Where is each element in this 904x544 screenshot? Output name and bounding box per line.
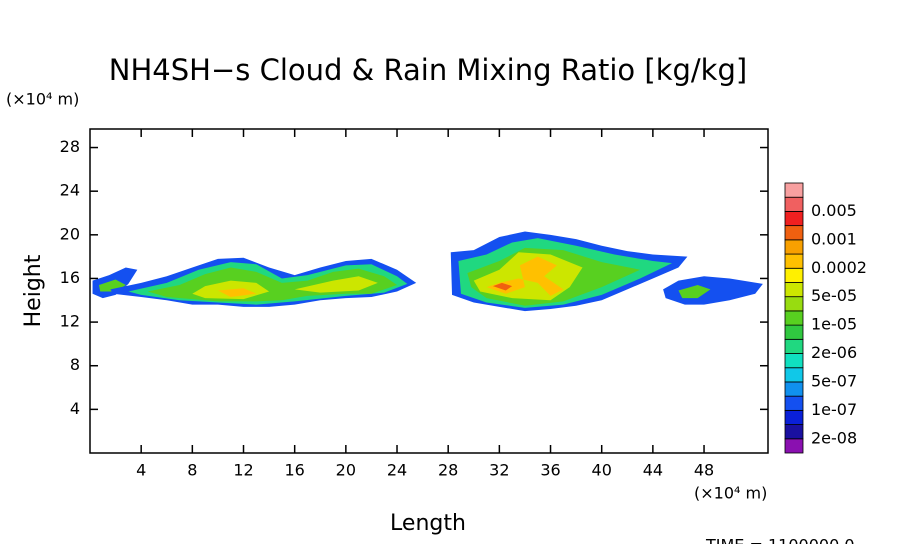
y-tick-label: 16 — [60, 268, 80, 287]
colorbar-box — [784, 182, 804, 198]
footer: TIME = 1100000.0 — [705, 536, 855, 544]
contour-region — [663, 276, 763, 305]
plot-frame — [89, 128, 769, 454]
colorbar-label: 0.001 — [811, 229, 857, 248]
colorbar-label: 5e-07 — [811, 371, 857, 390]
x-tick-label: 16 — [284, 461, 304, 480]
colorbar-label: 2e-06 — [811, 343, 857, 362]
colorbar-box — [784, 338, 804, 354]
x-tick-label: 8 — [187, 461, 197, 480]
y-tick-label: 4 — [70, 399, 80, 418]
colorbar-box — [784, 267, 804, 283]
contour-region — [492, 282, 513, 291]
x-tick-label: 44 — [643, 461, 663, 480]
colorbar-box — [784, 353, 804, 369]
colorbar-label: 2e-08 — [811, 428, 857, 447]
colorbar-box — [784, 310, 804, 326]
colorbar-box — [784, 282, 804, 298]
x-tick-label: 36 — [540, 461, 560, 480]
y-axis-label: Height — [21, 254, 46, 327]
x-axis-label: Length — [390, 511, 466, 536]
colorbar-label: 0.0002 — [811, 258, 867, 277]
x-tick-label: 12 — [233, 461, 253, 480]
chart-title: NH4SH−s Cloud & Rain Mixing Ratio [kg/kg… — [109, 53, 747, 87]
x-tick-label: 28 — [438, 461, 458, 480]
colorbar-box — [784, 438, 804, 454]
colorbar-box — [784, 225, 804, 241]
x-tick-label: 20 — [336, 461, 356, 480]
colorbar-box — [784, 253, 804, 269]
colorbar-label: 1e-07 — [811, 400, 857, 419]
colorbar-label: 0.005 — [811, 201, 857, 220]
x-unit: (×10⁴ m) — [694, 484, 767, 503]
contour-region — [294, 276, 378, 293]
colorbar-box — [784, 324, 804, 340]
x-tick-label: 40 — [592, 461, 612, 480]
y-tick-label: 8 — [70, 355, 80, 374]
x-tick-label: 32 — [489, 461, 509, 480]
colorbar-box — [784, 211, 804, 227]
colorbar-box — [784, 196, 804, 212]
x-tick-label: 4 — [136, 461, 146, 480]
colorbar-label: 5e-05 — [811, 286, 857, 305]
colorbar-box — [784, 296, 804, 312]
colorbar-box — [784, 239, 804, 255]
y-tick-label: 20 — [60, 224, 80, 243]
contour-region — [217, 288, 257, 297]
x-tick-label: 24 — [387, 461, 407, 480]
colorbar-box — [784, 424, 804, 440]
colorbar-box — [784, 409, 804, 425]
colorbar-box — [784, 395, 804, 411]
colorbar-box — [784, 381, 804, 397]
y-tick-label: 12 — [60, 312, 80, 331]
contour-region — [678, 285, 711, 299]
colorbar-box — [784, 367, 804, 383]
x-tick-label: 48 — [694, 461, 714, 480]
colorbar-label: 1e-05 — [811, 315, 857, 334]
y-tick-label: 24 — [60, 181, 80, 200]
y-unit: (×10⁴ m) — [6, 90, 79, 109]
y-tick-label: 28 — [60, 137, 80, 156]
